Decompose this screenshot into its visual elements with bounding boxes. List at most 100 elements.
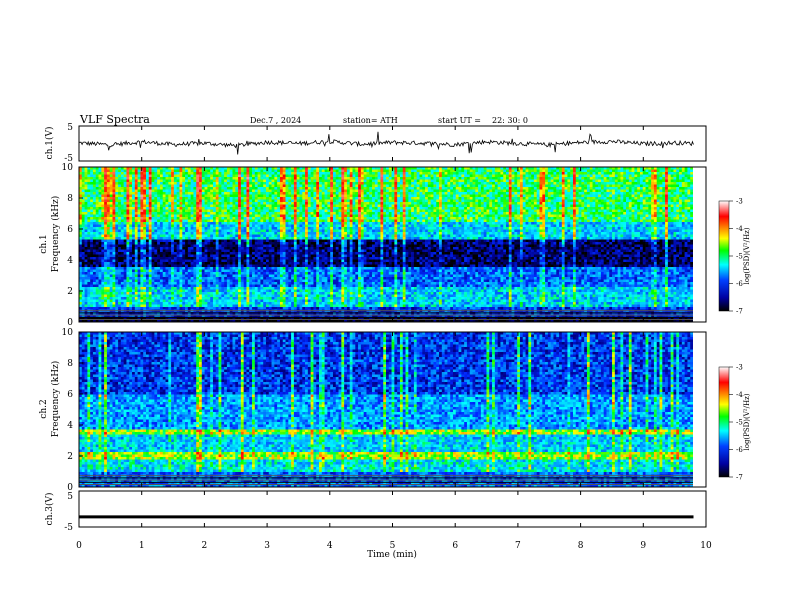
ch1-spectrogram-cell [581,179,585,183]
ch1-spectrogram-cell [486,207,490,210]
ch1-spectrogram-cell [307,167,311,170]
ch1-spectrogram-cell [257,177,261,180]
ch1-spectrogram-cell [274,209,278,213]
ch1-spectrogram-cell [617,217,621,220]
ch1-spectrogram-cell [148,187,152,190]
ch1-spectrogram-cell [458,212,462,215]
ch1-spectrogram-cell [670,202,674,205]
ch1-spectrogram-cell [679,179,683,183]
ch1-spectrogram-cell [408,179,412,183]
ch1-spectrogram-cell [531,189,535,193]
ch1-spectrogram-cell [327,217,331,220]
ch1-spectrogram-cell [623,204,627,208]
ch1-spectrogram-cell [522,199,526,203]
ch1-spectrogram-cell [187,199,191,203]
ch1-spectrogram-cell [212,172,217,175]
ch1-spectrogram-cell [519,187,524,190]
ch1-spectrogram-cell [626,167,630,170]
ch1-spectrogram-cell [171,212,175,215]
ch1-spectrogram-cell [489,209,493,213]
ch1-spectrogram-cell [123,179,127,183]
ch1-spectrogram-cell [204,187,208,190]
ch1-spectrogram-cell [637,217,641,220]
ch1-spectrogram-cell [171,214,175,218]
ch1-spectrogram-cell [324,189,328,193]
ch1-spectrogram-cell [229,197,233,200]
ch1-spectrogram-cell [243,194,247,198]
ch1-spectrogram-cell [556,179,560,183]
ch1-spectrogram-cell [399,222,404,225]
ch1-spectrogram-cell [553,217,557,220]
ch1-spectrogram-cell [140,177,144,180]
ch1-spectrogram-cell [620,179,624,183]
ch1-spectrogram-cell [310,207,314,210]
ch1-spectrogram-cell [542,199,546,203]
ch1-spectrogram-cell [246,187,250,190]
ch1-spectrogram-cell [193,219,197,223]
ch1-spectrogram-cell [637,189,641,193]
ch1-spectrogram-cell [193,192,197,195]
ch1-spectrogram-cell [681,189,685,193]
ch1-spectrogram-cell [243,197,247,200]
ch1-spectrogram-cell [349,189,353,193]
ch1-spectrogram-cell [137,207,141,210]
ch1-spectrogram-cell [567,217,571,220]
ch1-spectrogram-cell [586,167,591,170]
ch1-spectrogram-cell [464,184,468,188]
ch1-spectrogram-cell [497,219,501,223]
ch1-spectrogram-cell [226,179,231,183]
ch1-spectrogram-cell [416,187,420,190]
ch1-spectrogram-cell [425,179,429,183]
ch1-spectrogram-cell [388,182,392,185]
ch1-spectrogram-cell [140,199,144,203]
ch1-spectrogram-cell [386,219,390,223]
ch1-spectrogram-cell [90,177,94,180]
ch1-spectrogram-cell [645,187,649,190]
ch1-spectrogram-cell [511,184,515,188]
ch1-spectrogram-cell [332,169,337,173]
ch1-spectrogram-cell [533,212,538,215]
ch1-spectrogram-cell [335,207,339,210]
ch1-spectrogram-cell [651,204,655,208]
ch1-spectrogram-cell [651,212,655,215]
ch1-spectrogram-cell [84,187,88,190]
ch1-spectrogram-cell [639,204,644,208]
ch1-spectrogram-cell [268,222,272,225]
ch1-spectrogram-cell [586,169,591,173]
ch1-spectrogram-cell [143,212,147,215]
ch1-spectrogram-cell [115,214,119,218]
ch1-spectrogram-cell [425,189,429,193]
ch1-spectrogram-cell [687,202,691,205]
ch1-spectrogram-cell [687,177,691,180]
ch1-spectrogram-cell [564,194,568,198]
ch1-spectrogram-cell [246,219,250,223]
ch1-spectrogram-cell [123,217,127,220]
ch1-spectrogram-cell [679,217,683,220]
ch1-spectrogram-cell [134,167,138,170]
ch1-spectrogram-cell [218,194,222,198]
ch1-spectrogram-cell [380,172,384,175]
ch1-spectrogram-cell [271,207,275,210]
ch1-spectrogram-cell [483,217,487,220]
ch1-spectrogram-cell [676,202,680,205]
ch1-spectrogram-cell [81,199,85,203]
ch1-spectrogram-cell [559,189,563,193]
ch1-spectrogram-cell [386,177,390,180]
ch1-spectrogram-cell [492,167,496,170]
ch1-spectrogram-cell [441,202,445,205]
ch1-spectrogram-cell [525,169,529,173]
ch1-spectrogram-cell [584,172,588,175]
ch1-spectrogram-cell [575,192,579,195]
ch1-spectrogram-cell [681,207,685,210]
ch1-spectrogram-cell [291,189,295,193]
ch1-spectrogram-cell [572,182,577,185]
ch1-spectrogram-cell [327,197,331,200]
ch1-spectrogram-cell [665,197,669,200]
ch1-spectrogram-cell [455,214,459,218]
ch1-spectrogram-cell [461,192,465,195]
ch1-spectrogram-cell [277,179,281,183]
ch1-spectrogram-cell [478,192,482,195]
ch1-spectrogram-cell [545,167,549,170]
ch1-spectrogram-cell [154,204,158,208]
ch1-spectrogram-cell [461,189,465,193]
